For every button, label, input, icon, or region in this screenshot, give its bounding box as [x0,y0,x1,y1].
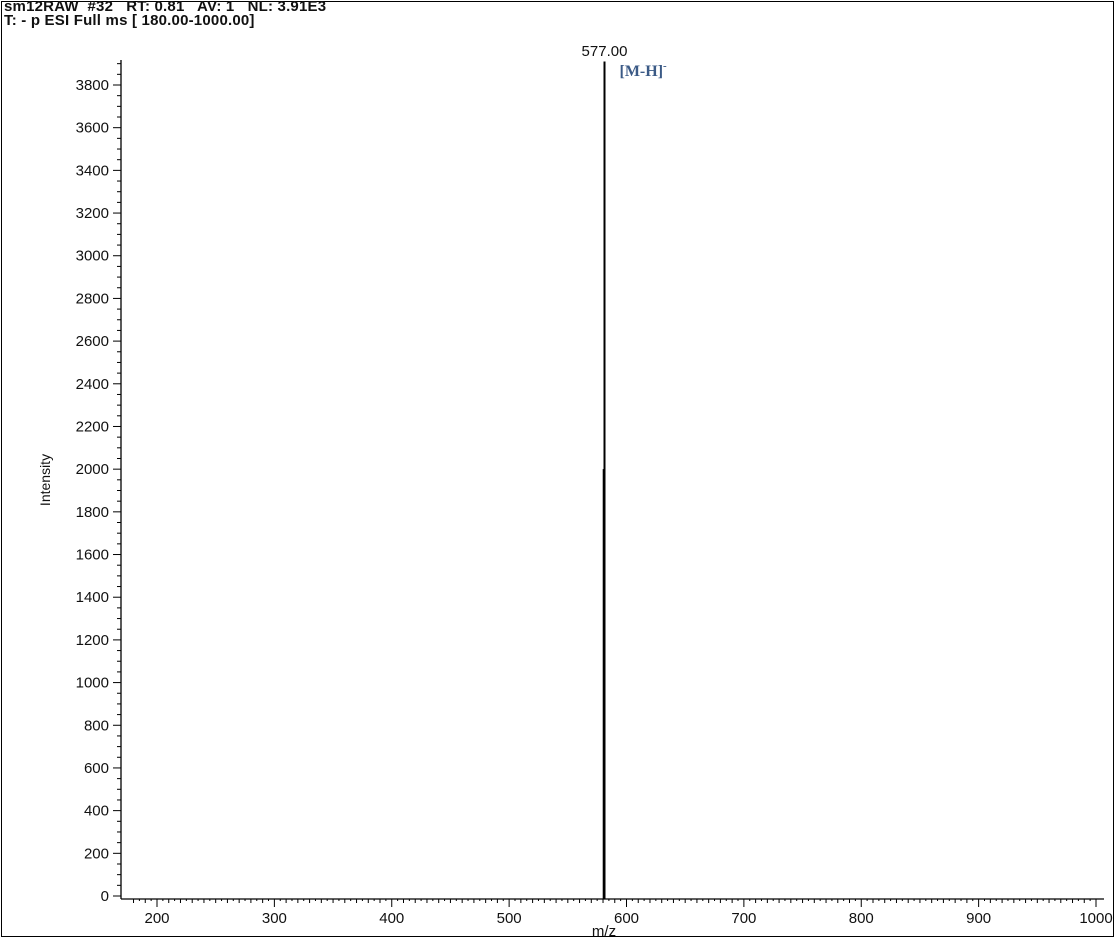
y-tick-label: 3000 [76,248,109,265]
y-tick-label: 2600 [76,333,109,350]
x-tick-label: 1000 [1079,910,1112,927]
y-tick-label: 800 [84,717,109,734]
x-tick-label: 600 [614,910,639,927]
x-tick-label: 700 [731,910,756,927]
y-axis-ticks: 0 200 400 600 800 1000 1200 1400 1600 1800 2000 220… [76,63,121,905]
y-tick-label: 1800 [76,504,109,521]
y-tick-label: 2200 [76,418,109,435]
x-tick-label: 400 [379,910,404,927]
ion-annotation: [M-H]- [620,60,668,80]
y-tick-label: 3800 [76,77,109,94]
filter-info-line: T: - p ESI Full ms [ 180.00-1000.00] [4,12,255,29]
y-tick-label: 1600 [76,547,109,564]
y-tick-label: 2400 [76,376,109,393]
y-tick-label: 2800 [76,290,109,307]
axes [120,60,1104,900]
y-tick-label: 3200 [76,205,109,222]
x-tick-label: 900 [966,910,991,927]
x-axis-ticks: 200 300 400 500 600 700 800 900 1000 [133,899,1113,927]
spectrum-peaks: 577.00[M-H]- [582,43,667,899]
y-tick-label: 1400 [76,589,109,606]
x-tick-label: 300 [262,910,287,927]
y-tick-label: 200 [84,845,109,862]
y-tick-label: 3400 [76,162,109,179]
x-tick-label: 800 [849,910,874,927]
y-tick-label: 400 [84,803,109,820]
x-tick-label: 200 [144,910,169,927]
y-tick-label: 0 [101,888,109,905]
y-axis-title: Intensity [37,454,53,506]
y-tick-label: 3600 [76,120,109,137]
y-tick-label: 1200 [76,632,109,649]
x-tick-label: 500 [497,910,522,927]
spectrum-header: sm12RAW #32 RT: 0.81 AV: 1 NL: 3.91E3 T:… [4,0,326,28]
x-axis-title: m/z [592,923,616,940]
y-tick-label: 1000 [76,675,109,692]
y-tick-label: 600 [84,760,109,777]
scan-info-line: sm12RAW #32 RT: 0.81 AV: 1 NL: 3.91E3 [4,0,327,15]
ion-charge-superscript: - [663,60,667,72]
peak-label: 577.00 [582,43,628,60]
y-tick-label: 2000 [76,461,109,478]
